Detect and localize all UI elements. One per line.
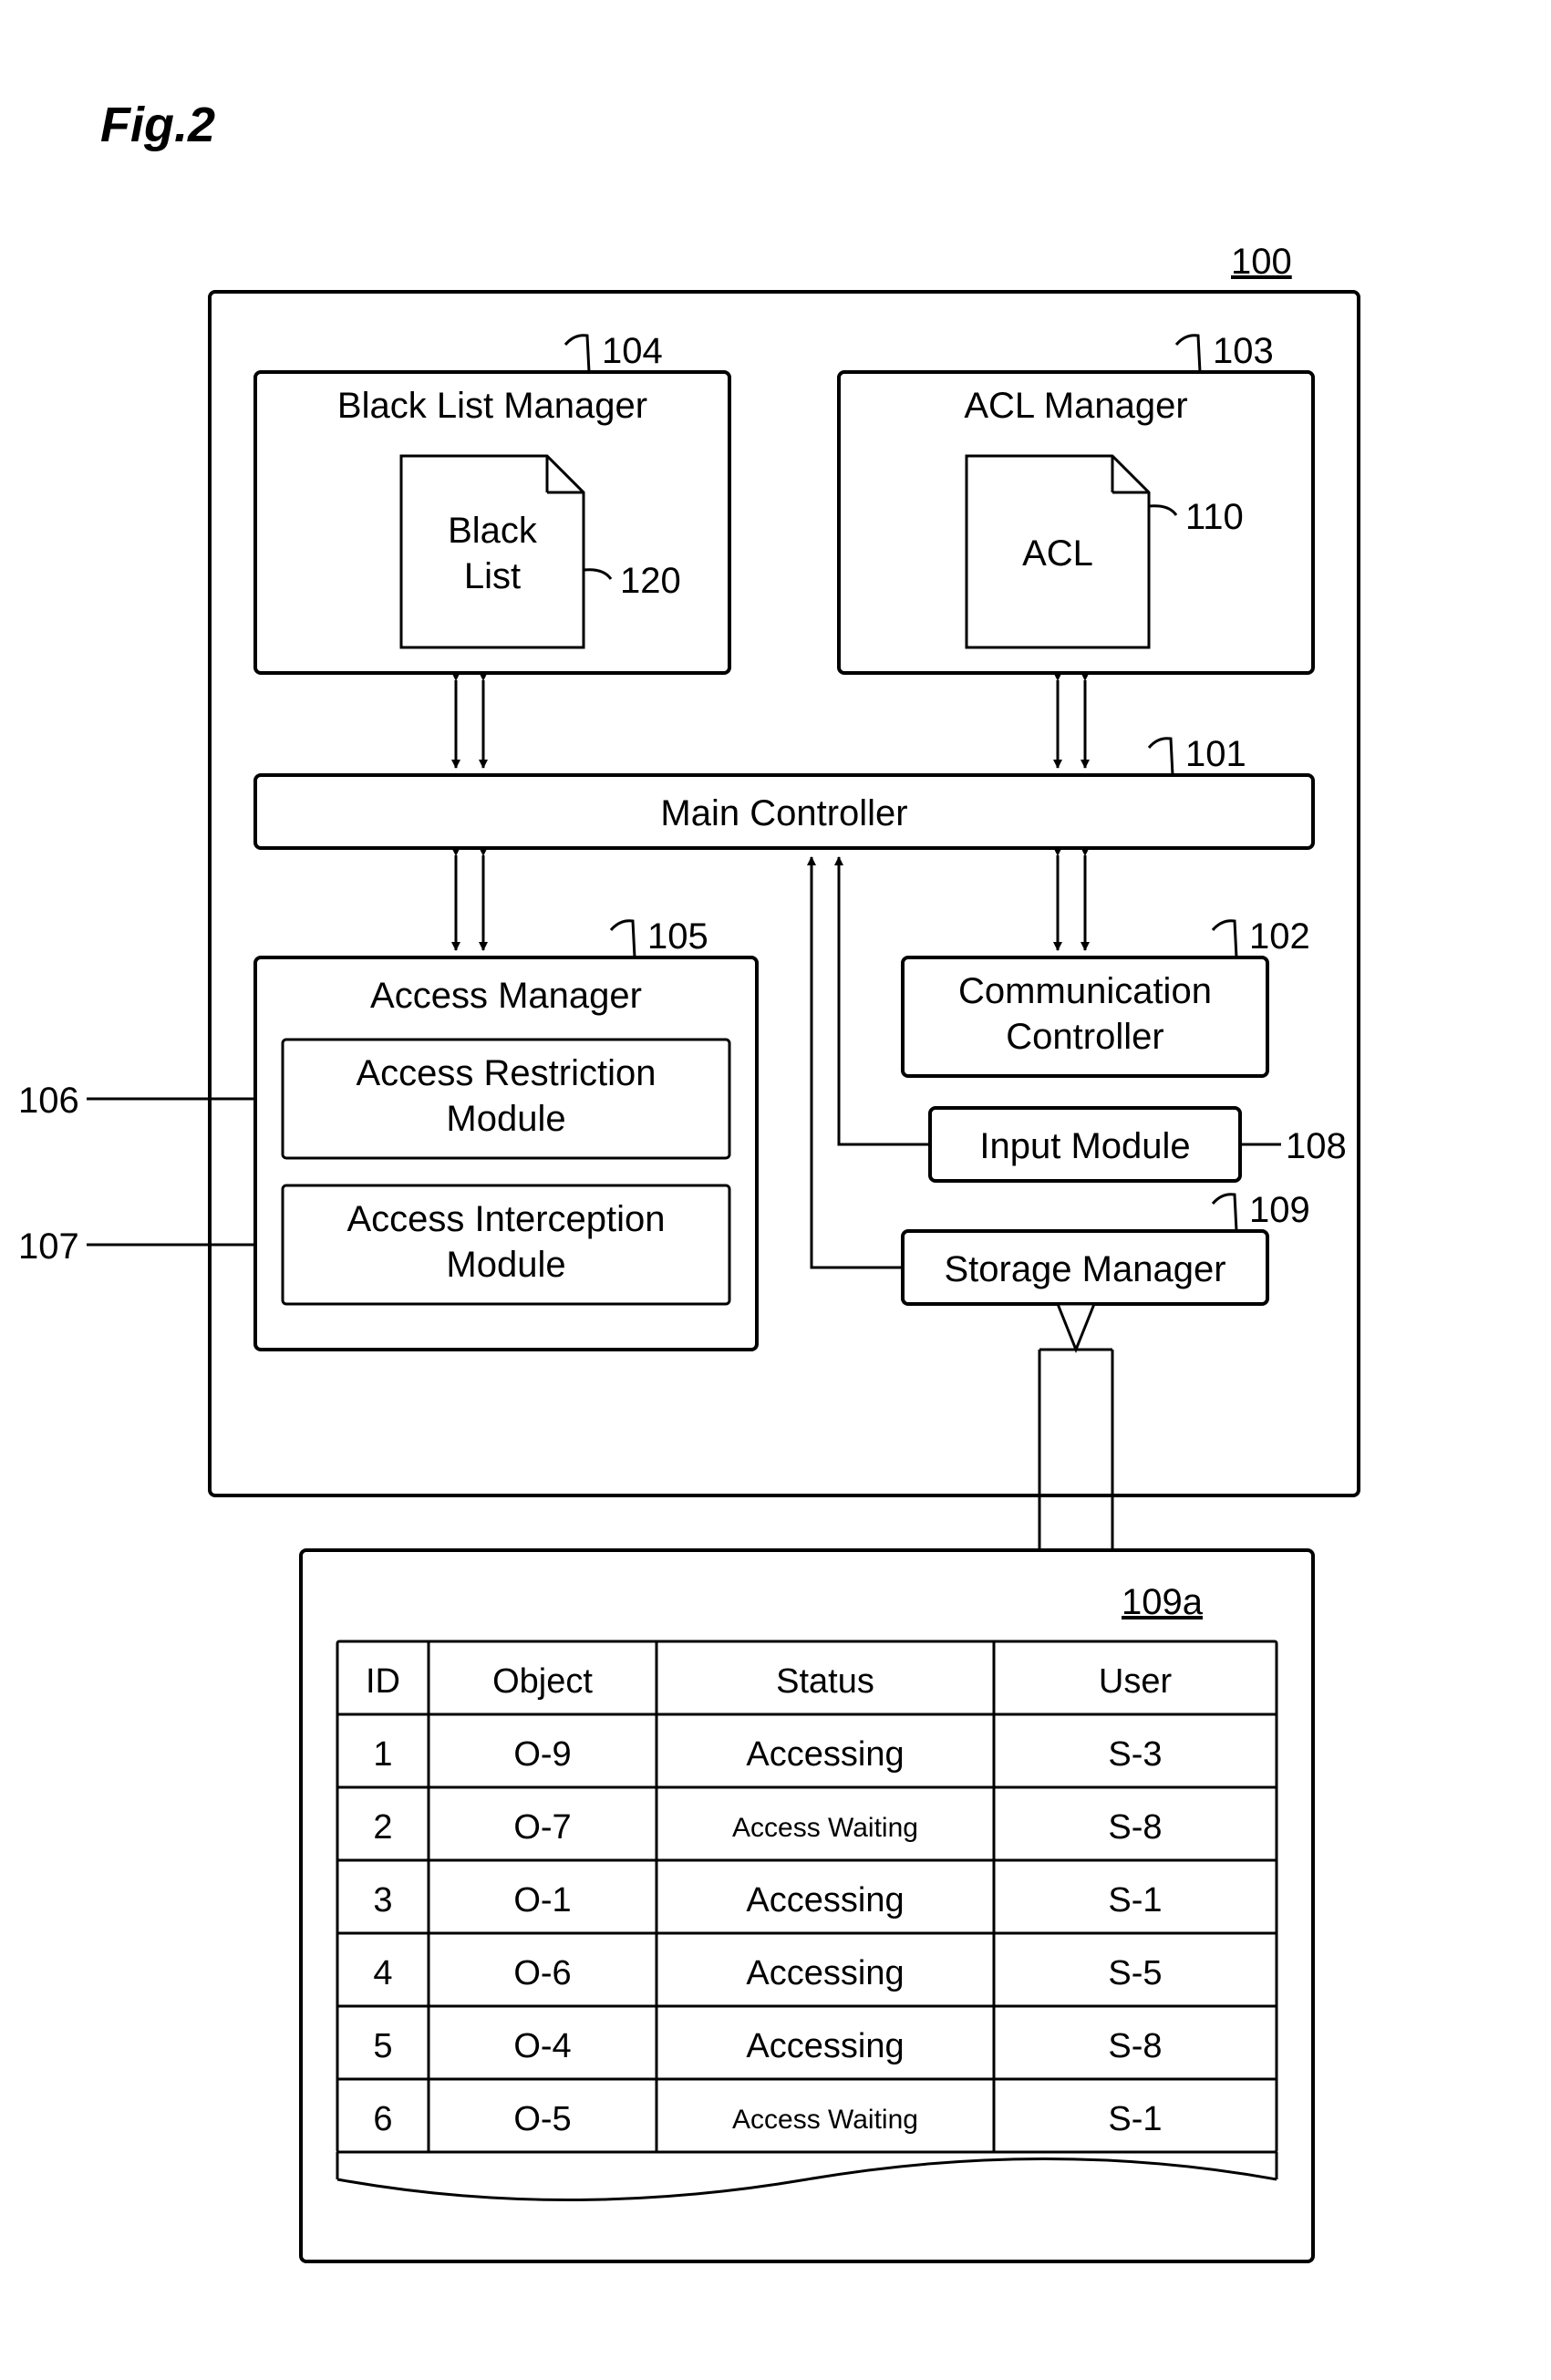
table-cell: O-1	[513, 1881, 571, 1920]
ref-109a: 109a	[1122, 1582, 1204, 1622]
table-cell: 4	[373, 1954, 392, 1992]
figure-label: Fig.2	[100, 98, 215, 152]
table-cell: 2	[373, 1808, 392, 1847]
ref-102: 102	[1249, 916, 1310, 957]
access-manager-title: Access Manager	[370, 976, 642, 1016]
acl-doc-label: ACL	[1022, 533, 1093, 574]
table-cell: O-9	[513, 1735, 571, 1774]
table-cell: Access Waiting	[732, 1813, 918, 1843]
table-cell: 6	[373, 2100, 392, 2138]
table-header: Status	[776, 1662, 874, 1701]
table-cell: Access Waiting	[732, 2105, 918, 2135]
black-list-doc-l2: List	[464, 556, 521, 596]
ref-110: 110	[1185, 497, 1244, 537]
table-cell: Accessing	[746, 1954, 904, 1992]
access-manager: 105 Access Manager Access Restriction Mo…	[18, 916, 757, 1350]
table-cell: S-3	[1108, 1735, 1162, 1774]
comm-controller-l2: Controller	[1006, 1017, 1163, 1057]
table-cell: O-7	[513, 1808, 571, 1847]
table-cell: S-5	[1108, 1954, 1162, 1992]
ref-106: 106	[18, 1081, 79, 1121]
access-restriction-l2: Module	[446, 1099, 565, 1139]
table-cell: O-6	[513, 1954, 571, 1992]
access-restriction-l1: Access Restriction	[357, 1053, 657, 1093]
table-cell: Accessing	[746, 1735, 904, 1774]
black-list-doc-l1: Black	[448, 511, 538, 551]
access-interception-l1: Access Interception	[346, 1199, 665, 1239]
ref-108: 108	[1286, 1126, 1347, 1166]
table-cell: 3	[373, 1881, 392, 1920]
table-cell: S-8	[1108, 1808, 1162, 1847]
ref-109: 109	[1249, 1190, 1310, 1230]
table-cell: O-4	[513, 2027, 571, 2065]
main-controller-title: Main Controller	[660, 793, 907, 833]
table-header: Object	[492, 1662, 593, 1701]
table-cell: Accessing	[746, 1881, 904, 1920]
ref-120: 120	[620, 561, 681, 601]
ref-103: 103	[1213, 331, 1274, 371]
table-cell: S-1	[1108, 2100, 1162, 2138]
table-cell: Accessing	[746, 2027, 904, 2065]
table-header: ID	[366, 1662, 400, 1701]
system-ref: 100	[1231, 242, 1292, 282]
table-header: User	[1099, 1662, 1173, 1701]
table-cell: O-5	[513, 2100, 571, 2138]
input-module-title: Input Module	[979, 1126, 1190, 1166]
storage-manager-title: Storage Manager	[944, 1249, 1225, 1289]
comm-controller-l1: Communication	[958, 971, 1212, 1011]
status-table: ID Object Status User 1 O-9 Accessing S-3 2 O-7 Ac…	[337, 1641, 1277, 2200]
ref-107: 107	[18, 1226, 79, 1267]
acl-manager-title: ACL Manager	[964, 386, 1187, 426]
black-list-manager: 104 Black List Manager Black List 120	[255, 331, 729, 673]
table-cell: 5	[373, 2027, 392, 2065]
ref-104: 104	[602, 331, 663, 371]
table-cell: 1	[373, 1735, 392, 1774]
acl-manager: 103 ACL Manager ACL 110	[839, 331, 1313, 673]
ref-105: 105	[647, 916, 708, 957]
table-cell: S-8	[1108, 2027, 1162, 2065]
ref-101: 101	[1185, 734, 1246, 774]
access-interception-l2: Module	[446, 1245, 565, 1285]
black-list-manager-title: Black List Manager	[337, 386, 647, 426]
table-cell: S-1	[1108, 1881, 1162, 1920]
